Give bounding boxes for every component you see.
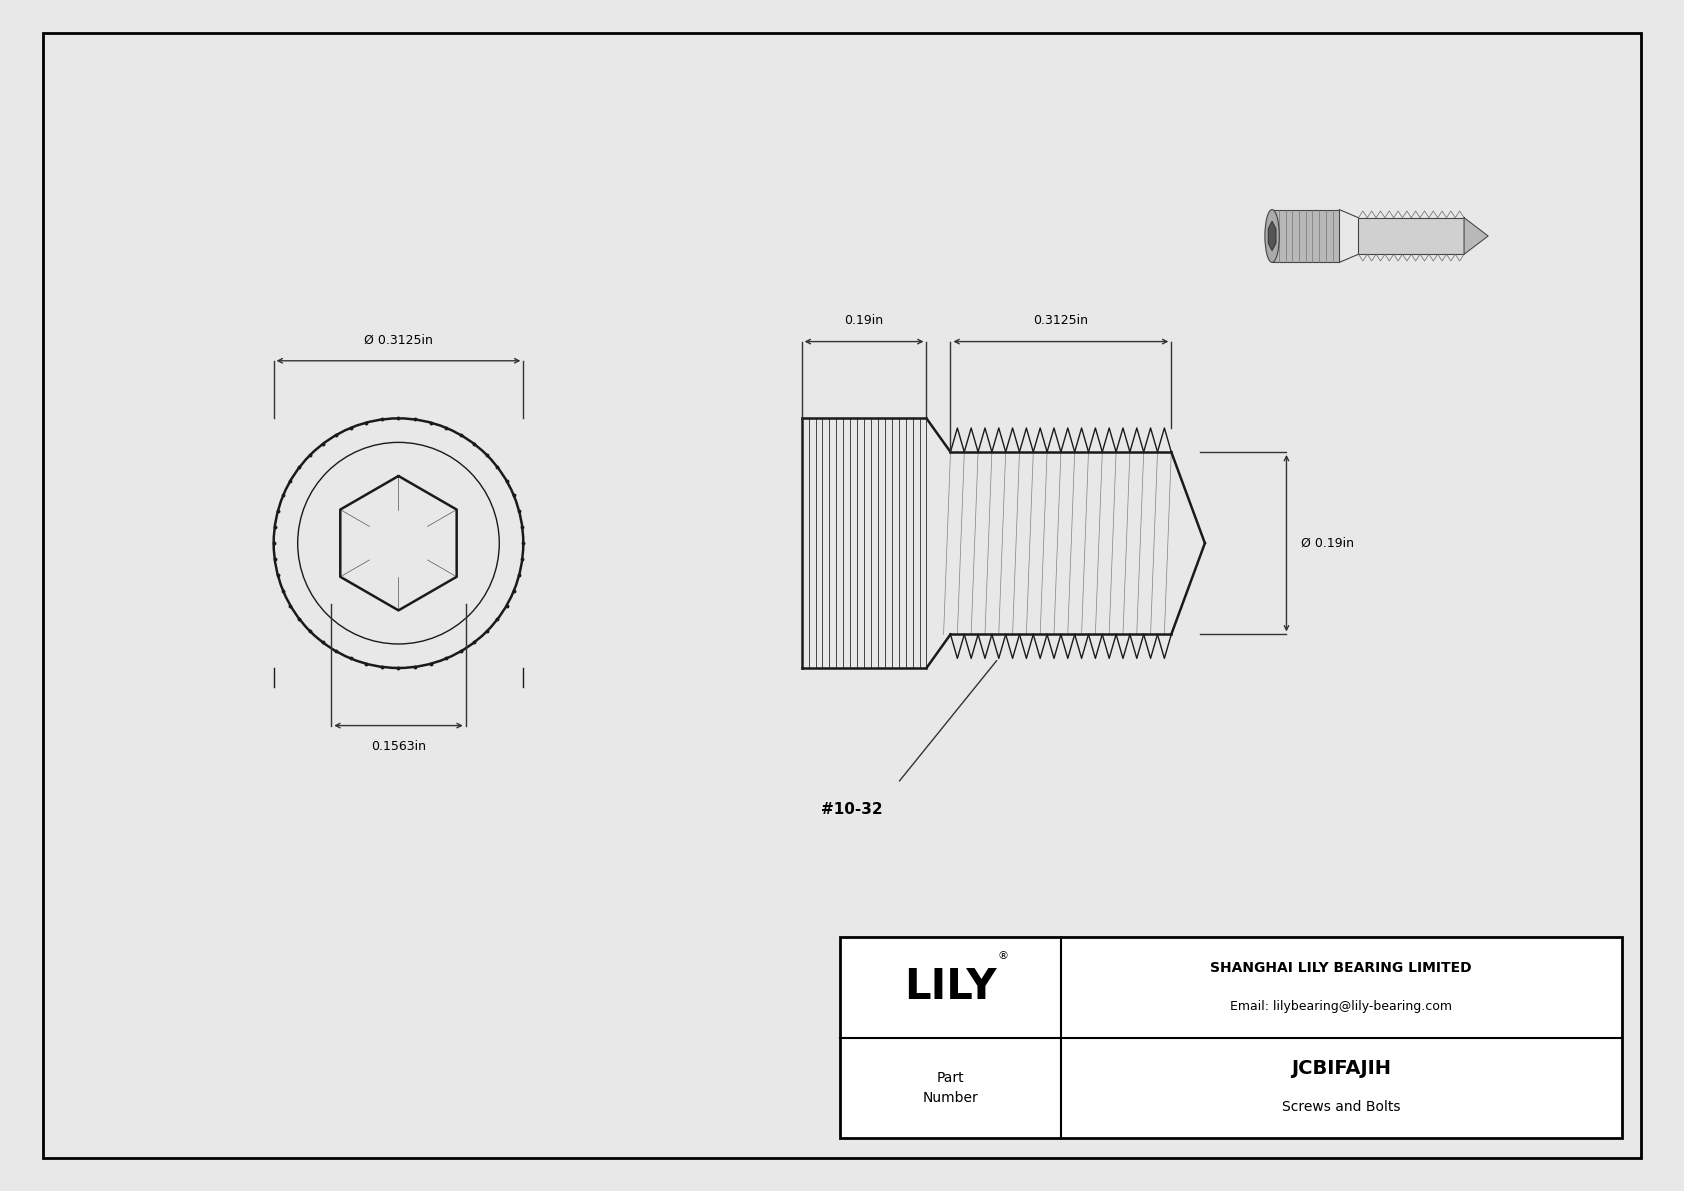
Text: #10-32: #10-32 xyxy=(820,803,882,817)
Text: ®: ® xyxy=(999,952,1009,961)
Text: LILY: LILY xyxy=(904,966,997,1008)
Bar xyxy=(840,937,1622,1139)
Text: JCBIFAJIH: JCBIFAJIH xyxy=(1292,1059,1391,1078)
Bar xyxy=(1271,210,1339,262)
Text: Part
Number: Part Number xyxy=(923,1071,978,1105)
Ellipse shape xyxy=(1265,210,1280,262)
Polygon shape xyxy=(1463,218,1489,254)
Bar xyxy=(1359,218,1463,254)
Text: Ø 0.19in: Ø 0.19in xyxy=(1300,537,1354,550)
Polygon shape xyxy=(1268,222,1276,250)
Text: Screws and Bolts: Screws and Bolts xyxy=(1282,1100,1401,1114)
Text: SHANGHAI LILY BEARING LIMITED: SHANGHAI LILY BEARING LIMITED xyxy=(1211,961,1472,975)
Text: Ø 0.3125in: Ø 0.3125in xyxy=(364,333,433,347)
Text: 0.1563in: 0.1563in xyxy=(370,740,426,753)
Text: 0.3125in: 0.3125in xyxy=(1034,314,1088,328)
Text: Email: lilybearing@lily-bearing.com: Email: lilybearing@lily-bearing.com xyxy=(1231,1000,1452,1012)
Text: 0.19in: 0.19in xyxy=(844,314,884,328)
